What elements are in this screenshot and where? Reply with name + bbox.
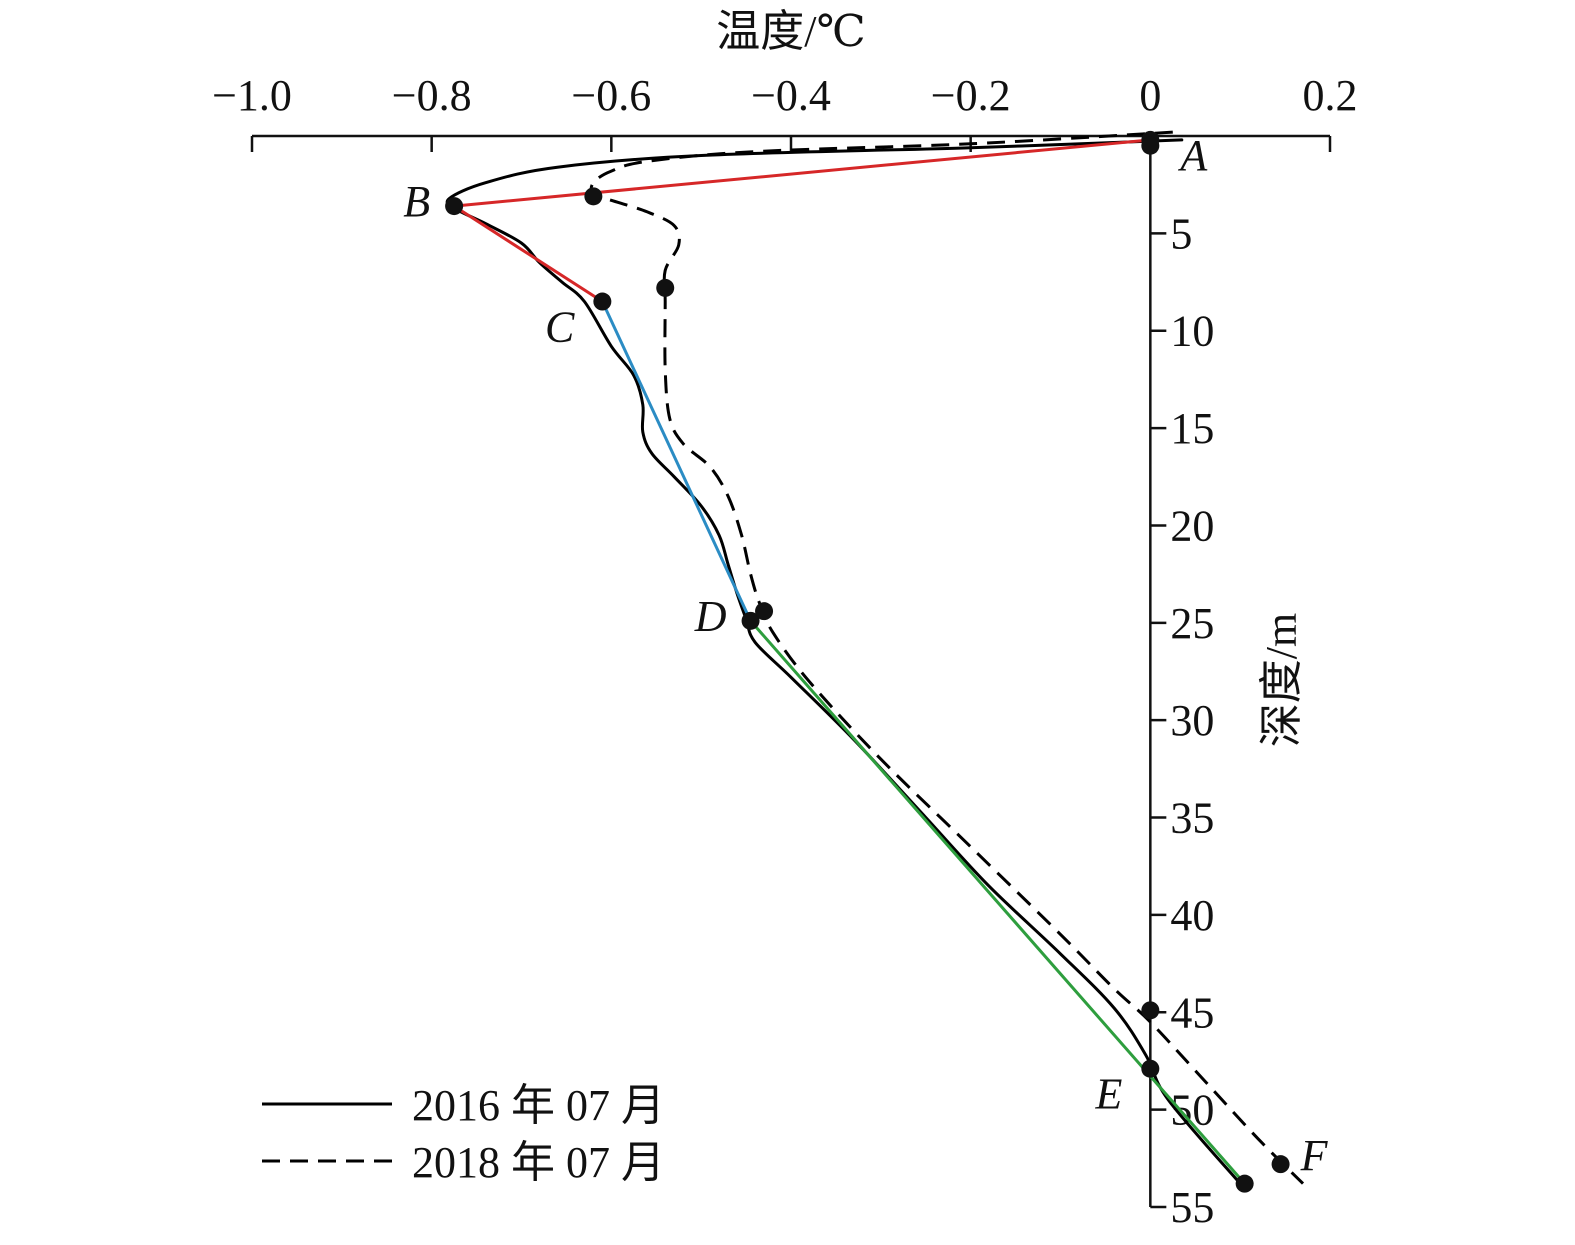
x-tick-label: 0: [1139, 71, 1161, 120]
segment-c-d: [600, 300, 752, 622]
point-label-b: B: [403, 177, 430, 226]
marker-b: [445, 197, 464, 216]
legend: 2016 年 07 月 2018 年 07 月: [262, 1081, 665, 1187]
marker-d: [741, 611, 760, 630]
segment-a-b: [453, 138, 1151, 208]
point-label-d: D: [694, 592, 727, 641]
y-tick-label: 45: [1170, 988, 1214, 1037]
marker-layer: [445, 130, 1290, 1193]
x-tick-label: −0.6: [571, 71, 651, 120]
series-line-2018: [589, 130, 1305, 1185]
x-tick-label: −0.8: [392, 71, 472, 120]
series-line-2016: [445, 138, 1242, 1186]
marker-d2018: [755, 602, 774, 621]
marker-a2: [1141, 136, 1160, 155]
y-tick-label: 10: [1170, 307, 1214, 356]
marker-m2018: [656, 278, 675, 297]
y-tick-label: 5: [1170, 209, 1192, 258]
x-tick-label: 0.2: [1303, 71, 1358, 120]
x-axis: −1.0 −0.8 −0.6 −0.4 −0.2 0 0.2: [212, 71, 1358, 152]
marker-f: [1271, 1155, 1290, 1174]
y-tick-label: 25: [1170, 599, 1214, 648]
legend-label: 2018 年 07 月: [412, 1138, 665, 1187]
marker-e45: [1141, 1001, 1160, 1020]
y-axis-title: 深度/m: [1257, 613, 1306, 747]
x-tick-label: −1.0: [212, 71, 292, 120]
marker-f1: [1235, 1174, 1254, 1193]
y-tick-label: 20: [1170, 501, 1214, 550]
point-label-layer: A B C D E F: [403, 131, 1328, 1180]
x-axis-title: 温度/℃: [716, 7, 865, 56]
series-layer: [445, 130, 1305, 1186]
y-tick-label: 30: [1170, 696, 1214, 745]
y-tick-label: 55: [1170, 1183, 1214, 1232]
segment-b-c: [453, 204, 604, 303]
point-label-c: C: [545, 303, 575, 352]
legend-label: 2016 年 07 月: [412, 1081, 665, 1130]
y-tick-label: 15: [1170, 404, 1214, 453]
segment-layer: [453, 138, 1246, 1185]
x-tick-label: −0.2: [931, 71, 1011, 120]
y-tick-label: 40: [1170, 891, 1214, 940]
segment-d-f1: [749, 619, 1246, 1185]
y-tick-label: 35: [1170, 794, 1214, 843]
point-label-a: A: [1177, 131, 1208, 180]
marker-b2018: [584, 187, 603, 206]
marker-c: [593, 292, 612, 311]
point-label-e: E: [1094, 1070, 1122, 1119]
marker-e: [1141, 1059, 1160, 1078]
x-tick-label: −0.4: [751, 71, 831, 120]
point-label-f: F: [1300, 1131, 1329, 1180]
